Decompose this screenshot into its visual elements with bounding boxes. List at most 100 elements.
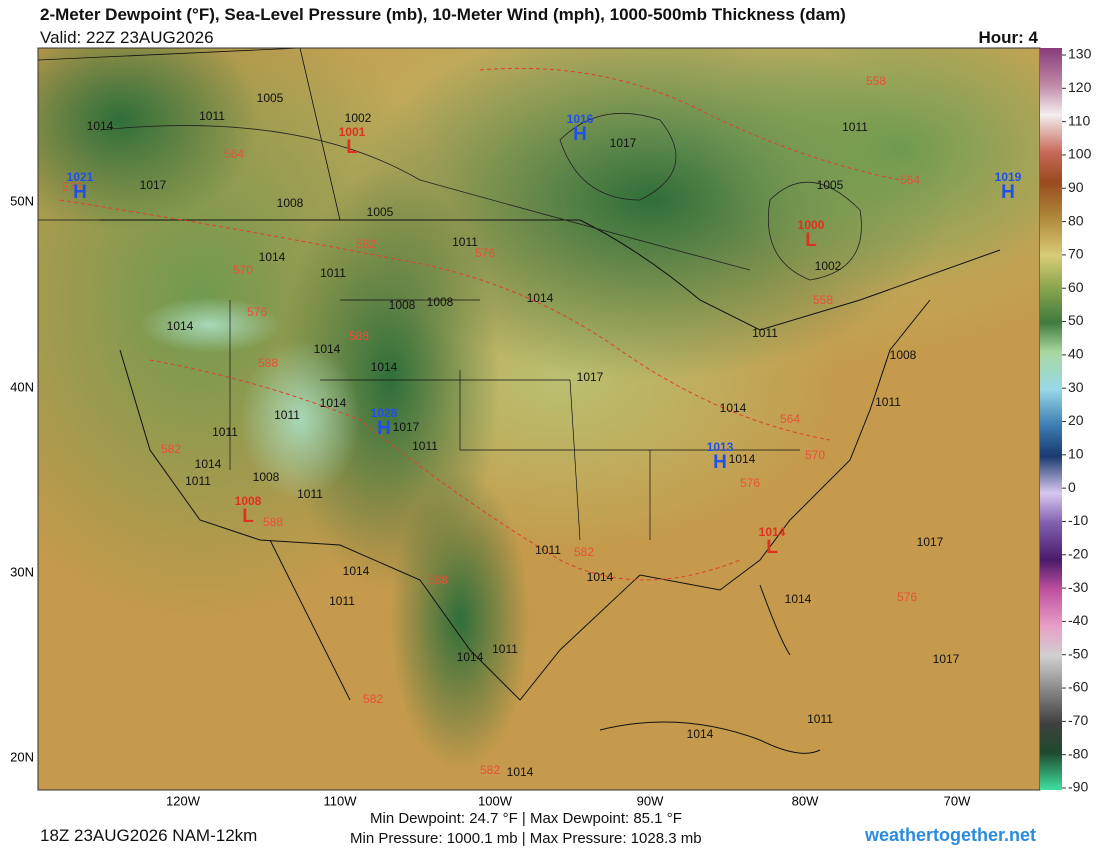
isobar-label: 1017 xyxy=(577,370,604,384)
isobar-label: 1017 xyxy=(917,535,944,549)
isobar-label: 1005 xyxy=(817,178,844,192)
thickness-label: 570 xyxy=(233,263,253,277)
colorbar-tick-label: 110 xyxy=(1068,112,1091,128)
isobar-label: 1008 xyxy=(253,470,280,484)
isobar-label: 1014 xyxy=(87,119,114,133)
lon-label: 120W xyxy=(166,793,201,808)
lat-label: 20N xyxy=(10,749,34,764)
thickness-label: 564 xyxy=(780,412,800,426)
isobar-label: 1014 xyxy=(371,360,398,374)
isobar-label: 1011 xyxy=(297,487,323,501)
forecast-hour: Hour: 4 xyxy=(978,28,1039,47)
center-value: 1016 xyxy=(567,112,594,126)
colorbar-tick-label: 90 xyxy=(1068,179,1084,195)
isobar-label: 1014 xyxy=(507,765,534,779)
thickness-label: 576 xyxy=(247,305,267,319)
colorbar-tick-label: 80 xyxy=(1068,212,1084,228)
isobar-label: 1017 xyxy=(393,420,420,434)
thickness-label: 588 xyxy=(428,573,448,587)
thickness-label: 588 xyxy=(258,356,278,370)
pressure-range: Min Pressure: 1000.1 mb | Max Pressure: … xyxy=(350,830,702,847)
isobar-label: 1011 xyxy=(412,439,438,453)
thickness-label: 588 xyxy=(263,515,283,529)
colorbar-tick-label: -20 xyxy=(1068,545,1088,561)
title: 2-Meter Dewpoint (°F), Sea-Level Pressur… xyxy=(40,5,846,24)
colorbar-tick-label: 20 xyxy=(1068,412,1084,428)
thickness-label: 582 xyxy=(161,442,181,456)
thickness-label: 582 xyxy=(480,763,500,777)
center-letter: H xyxy=(73,182,87,203)
model-run: 18Z 23AUG2026 NAM-12km xyxy=(40,826,258,845)
center-value: 1008 xyxy=(235,494,262,508)
isobar-label: 1017 xyxy=(933,652,960,666)
isobar-label: 1008 xyxy=(277,196,304,210)
colorbar-tick-label: 40 xyxy=(1068,346,1084,362)
thickness-label: 576 xyxy=(62,180,82,194)
isobar-label: 1014 xyxy=(457,650,484,664)
center-letter: H xyxy=(377,418,391,439)
dewpoint-range: Min Dewpoint: 24.7 °F | Max Dewpoint: 85… xyxy=(370,810,682,827)
valid-time: Valid: 22Z 23AUG2026 xyxy=(40,28,214,47)
isobar-label: 1014 xyxy=(720,401,747,415)
thickness-label: 588 xyxy=(349,329,369,343)
dewpoint-field xyxy=(38,48,1040,790)
lon-label: 80W xyxy=(792,793,819,808)
isobar-label: 1011 xyxy=(320,266,346,280)
colorbar-tick-label: 30 xyxy=(1068,379,1084,395)
colorbar-tick-label: 120 xyxy=(1068,79,1092,95)
center-value: 1013 xyxy=(707,440,734,454)
center-letter: H xyxy=(713,452,727,473)
colorbar-tick-label: -30 xyxy=(1068,579,1088,595)
colorbar-tick-label: 60 xyxy=(1068,279,1084,295)
isobar-label: 1011 xyxy=(185,474,211,488)
thickness-label: 558 xyxy=(813,293,833,307)
site-link[interactable]: weathertogether.net xyxy=(864,825,1036,845)
center-letter: H xyxy=(573,124,587,145)
lon-label: 110W xyxy=(324,793,358,808)
isobar-label: 1005 xyxy=(257,91,284,105)
lon-label: 100W xyxy=(478,793,513,808)
isobar-label: 1014 xyxy=(314,342,341,356)
isobar-label: 1002 xyxy=(815,259,842,273)
center-value: 1001 xyxy=(339,125,366,139)
isobar-label: 1011 xyxy=(452,235,478,249)
isobar-label: 1017 xyxy=(140,178,167,192)
center-letter: L xyxy=(346,137,358,158)
center-value: 1028 xyxy=(371,406,398,420)
lon-label: 90W xyxy=(637,793,664,808)
lat-label: 40N xyxy=(10,379,34,394)
thickness-label: 576 xyxy=(897,590,917,604)
lon-label: 70W xyxy=(944,793,971,808)
isobar-label: 1011 xyxy=(535,543,561,557)
center-value: 1000 xyxy=(798,218,825,232)
isobar-label: 1014 xyxy=(587,570,614,584)
isobar-label: 1002 xyxy=(345,111,372,125)
thickness-label: 582 xyxy=(574,545,594,559)
isobar-label: 1011 xyxy=(752,326,778,340)
lat-label: 30N xyxy=(10,564,34,579)
thickness-label: 582 xyxy=(363,692,383,706)
isobar-label: 1011 xyxy=(329,594,355,608)
colorbar-tick-label: -40 xyxy=(1068,612,1088,628)
thickness-label: 564 xyxy=(900,173,920,187)
colorbar-tick-label: 100 xyxy=(1068,146,1092,162)
center-letter: L xyxy=(766,537,778,558)
colorbar xyxy=(1040,48,1062,790)
colorbar-tick-label: -90 xyxy=(1068,779,1088,795)
thickness-label: 558 xyxy=(866,74,886,88)
isobar-label: 1005 xyxy=(367,205,394,219)
isobar-label: 1008 xyxy=(427,295,454,309)
colorbar-tick-label: -70 xyxy=(1068,712,1088,728)
isobar-label: 1014 xyxy=(343,564,370,578)
colorbar-tick-label: -10 xyxy=(1068,512,1088,528)
isobar-label: 1014 xyxy=(729,452,756,466)
isobar-label: 1011 xyxy=(492,642,518,656)
thickness-label: 576 xyxy=(475,246,495,260)
isobar-label: 1008 xyxy=(389,298,416,312)
isobar-label: 1011 xyxy=(842,120,868,134)
thickness-label: 576 xyxy=(740,476,760,490)
center-letter: L xyxy=(805,230,817,251)
colorbar-tick-label: 50 xyxy=(1068,312,1084,328)
